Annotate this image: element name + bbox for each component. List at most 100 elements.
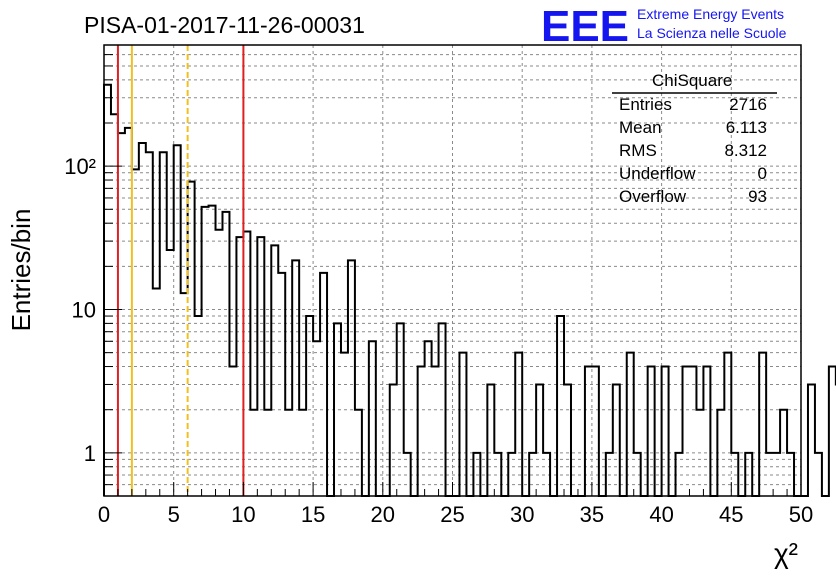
histogram-bin xyxy=(250,410,257,496)
histogram-bin xyxy=(613,384,620,496)
histogram-bin xyxy=(299,410,306,496)
histogram-bin xyxy=(174,145,181,496)
histogram-bin xyxy=(662,367,669,496)
x-axis-label: χ² xyxy=(774,538,798,569)
y-tick-label: 10 xyxy=(72,297,96,322)
histogram-bin xyxy=(439,323,446,496)
stats-label-entries: Entries xyxy=(619,95,672,114)
histogram-bin xyxy=(257,237,264,496)
x-tick-label: 5 xyxy=(168,502,180,527)
histogram-bin xyxy=(731,453,738,496)
histogram-bin xyxy=(306,316,313,496)
y-tick-label: 1 xyxy=(84,441,96,466)
histogram-bin xyxy=(606,453,613,496)
stats-box-title: ChiSquare xyxy=(652,71,732,90)
histogram-bin xyxy=(787,453,794,496)
x-tick-label: 25 xyxy=(440,502,464,527)
org-name-line2: La Scienza nelle Scuole xyxy=(637,25,787,41)
histogram-bin xyxy=(243,232,250,496)
histogram-bin xyxy=(536,384,543,496)
histogram-bin xyxy=(696,410,703,496)
histogram-bin xyxy=(745,453,752,496)
stats-label-overflow: Overflow xyxy=(619,187,687,206)
histogram-bin xyxy=(564,384,571,496)
histogram-bin xyxy=(487,384,494,496)
histogram-bin xyxy=(125,128,132,496)
histogram-bin xyxy=(222,212,229,496)
x-tick-label: 40 xyxy=(649,502,673,527)
histogram-bin xyxy=(815,453,822,496)
histogram-bin xyxy=(780,410,787,496)
histogram-bin xyxy=(676,453,683,496)
histogram-bin xyxy=(355,410,362,496)
histogram-bin xyxy=(104,85,111,496)
histogram-bin xyxy=(508,453,515,496)
stats-value-entries: 2716 xyxy=(729,95,767,114)
histogram-bin xyxy=(543,453,550,496)
histogram-bin xyxy=(348,260,355,496)
histogram-bin xyxy=(153,289,160,496)
histogram-bin xyxy=(320,273,327,496)
histogram-bin xyxy=(432,367,439,496)
histogram-bin xyxy=(111,114,118,496)
x-tick-label: 30 xyxy=(510,502,534,527)
histogram-bin xyxy=(271,245,278,496)
histogram-bin xyxy=(278,273,285,496)
histogram-bin xyxy=(425,341,432,496)
histogram-bin xyxy=(292,260,299,496)
histogram-bin xyxy=(773,453,780,496)
x-tick-label: 10 xyxy=(231,502,255,527)
histogram-bin xyxy=(473,453,480,496)
histogram-bin xyxy=(404,453,411,496)
histogram-bin xyxy=(494,453,501,496)
histogram-bin xyxy=(689,367,696,496)
histogram-bin xyxy=(264,410,271,496)
histogram-bin xyxy=(627,353,634,496)
stats-label-rms: RMS xyxy=(619,141,657,160)
histogram-bin xyxy=(634,453,641,496)
y-axis-label: Entries/bin xyxy=(6,209,36,332)
histogram-bin xyxy=(585,367,592,496)
x-tick-label: 15 xyxy=(301,502,325,527)
stats-value-overflow: 93 xyxy=(748,187,767,206)
histogram-bin xyxy=(397,323,404,496)
histogram-bin xyxy=(759,353,766,496)
histogram-bin xyxy=(515,353,522,496)
stats-value-rms: 8.312 xyxy=(724,141,767,160)
histogram-bin xyxy=(285,410,292,496)
histogram-bin xyxy=(118,133,125,496)
histogram-bin xyxy=(132,169,139,496)
x-tick-label: 50 xyxy=(789,502,813,527)
x-tick-label: 45 xyxy=(719,502,743,527)
eee-logo-text: EEE xyxy=(541,2,629,51)
x-tick-label: 0 xyxy=(98,502,110,527)
histogram-bin xyxy=(216,230,223,496)
histogram-bin xyxy=(557,316,564,496)
stats-value-underflow: 0 xyxy=(758,164,767,183)
x-tick-label: 20 xyxy=(371,502,395,527)
run-title: PISA-01-2017-11-26-00031 xyxy=(84,12,365,38)
histogram-bin xyxy=(418,367,425,496)
histogram-bin xyxy=(195,316,202,496)
histogram-bin xyxy=(160,152,167,496)
histogram-bin xyxy=(181,293,188,496)
histogram-bin xyxy=(236,237,243,496)
histogram-bin xyxy=(334,323,341,496)
histogram-bin xyxy=(202,207,209,496)
stats-value-mean: 6.113 xyxy=(726,118,767,137)
histogram-bin xyxy=(648,367,655,496)
y-tick-label: 10² xyxy=(64,154,96,179)
histogram-bin xyxy=(139,143,146,496)
histogram-bin xyxy=(592,367,599,496)
histogram-bin xyxy=(724,353,731,496)
histogram-bin xyxy=(369,341,376,496)
histogram-bin xyxy=(829,367,836,496)
histogram-bin xyxy=(341,353,348,496)
histogram-bin xyxy=(390,384,397,496)
histogram-bin xyxy=(683,367,690,496)
histogram-bin xyxy=(459,353,466,496)
histogram-bin xyxy=(146,152,153,496)
histogram-bin xyxy=(766,453,773,496)
